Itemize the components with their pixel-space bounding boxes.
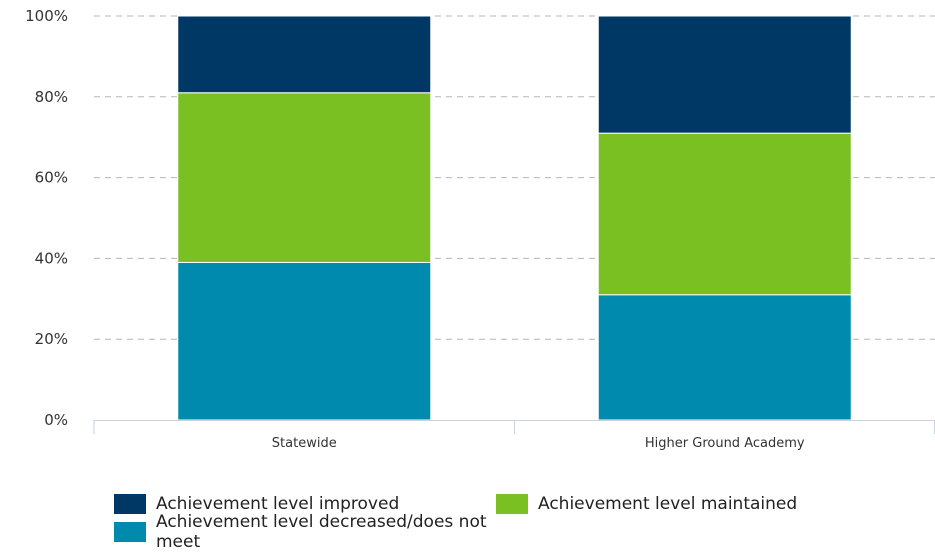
bar-segment xyxy=(178,16,431,93)
x-axis xyxy=(94,420,935,434)
y-tick-label: 40% xyxy=(35,249,68,267)
legend: Achievement level improved Achievement le… xyxy=(114,493,856,543)
legend-swatch xyxy=(496,494,528,514)
legend-label: Achievement level decreased/does not mee… xyxy=(156,512,496,552)
legend-swatch xyxy=(114,522,146,542)
y-axis-ticks: 0% 20% 40% 60% 80% 100% xyxy=(25,7,68,429)
x-axis-ticks: Statewide Higher Ground Academy xyxy=(272,436,805,451)
y-tick-label: 80% xyxy=(35,88,68,106)
x-tick-label: Higher Ground Academy xyxy=(645,436,805,451)
bar-segment xyxy=(598,16,851,133)
y-tick-label: 20% xyxy=(35,330,68,348)
y-tick-label: 100% xyxy=(25,7,68,25)
bar-segment xyxy=(598,295,851,420)
y-tick-label: 60% xyxy=(35,169,68,187)
bar-segment xyxy=(598,133,851,295)
bar-segment xyxy=(178,262,431,420)
legend-label: Achievement level improved xyxy=(156,494,399,514)
bar-segment xyxy=(178,93,431,263)
legend-item[interactable]: Achievement level decreased/does not mee… xyxy=(114,521,496,543)
legend-swatch xyxy=(114,494,146,514)
legend-label: Achievement level maintained xyxy=(538,494,797,514)
y-tick-label: 0% xyxy=(44,411,68,429)
x-tick-label: Statewide xyxy=(272,436,337,451)
bars xyxy=(178,16,852,420)
legend-item[interactable]: Achievement level maintained xyxy=(496,493,856,515)
